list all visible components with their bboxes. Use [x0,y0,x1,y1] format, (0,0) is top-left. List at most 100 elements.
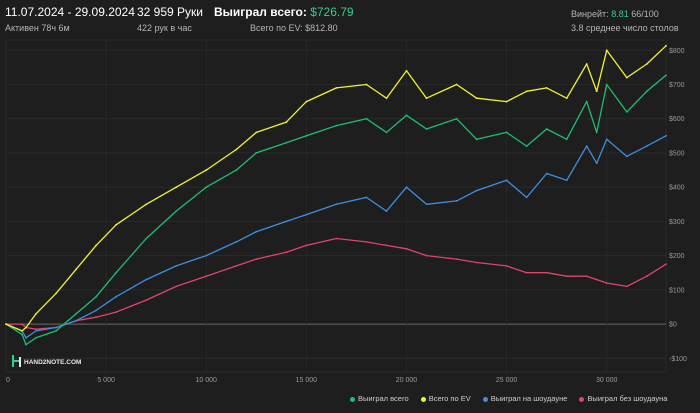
stats-header: 11.07.2024 - 29.09.2024 Активен 78ч 6м 3… [0,0,700,40]
series-point [505,179,508,182]
legend-item[interactable]: Всего по EV [420,394,471,403]
legend-label: Выиграл на шоудауне [490,394,568,403]
series-point [585,275,588,278]
series-point [645,145,648,148]
series-point [115,271,117,274]
series-point [565,275,568,278]
y-tick-label: $700 [669,82,685,89]
series-point [175,265,178,267]
series-line [5,135,667,339]
legend-item[interactable]: Выиграл всего [350,394,409,403]
series-point [625,111,628,113]
legend-item[interactable]: Выиграл без шоудауна [579,394,667,403]
series-point [385,97,388,100]
series-point [525,145,528,148]
series-point [665,263,667,266]
series-point [235,148,238,151]
series-point [145,278,148,281]
series-point [585,63,588,65]
series-point [625,155,628,158]
series-point [25,326,27,329]
y-tick-label: $600 [669,116,685,123]
series-point [455,258,458,260]
series-point [285,121,288,123]
series-point [405,247,408,250]
series-point [665,44,667,47]
series-point [75,268,77,271]
series-point [115,295,117,298]
y-tick-label: $100 [669,287,685,294]
series-point [385,210,388,213]
series-point [455,117,458,120]
series-point [385,244,388,247]
series-line [6,237,667,330]
series-point [405,114,408,117]
hand2note-logo-text: HAND2NOTE.COM [24,359,82,366]
legend-swatch [420,396,426,402]
series-point [35,328,37,331]
chart-legend: Выиграл всего Всего по EV Выиграл на шоуда… [350,394,679,403]
series-point [305,100,308,103]
series-point [475,261,478,264]
series-point [565,138,568,141]
series-point [145,237,148,240]
series-point [585,145,588,148]
series-point [545,172,548,175]
series-point [565,179,568,182]
series-point [175,285,178,288]
y-tick-label: $200 [669,253,685,260]
series-point [115,223,117,226]
x-tick-label: 25 000 [496,377,518,384]
series-point [625,76,628,79]
series-point [665,134,667,137]
hands-per-hour: 422 рук в час [137,23,192,33]
y-tick-label: $400 [669,185,685,192]
hand2note-logo-icon [12,355,21,367]
series-point [595,278,598,281]
series-point [365,241,368,243]
series-point [335,124,338,127]
x-tick-label: 30 000 [596,377,618,384]
series-line [5,74,667,346]
winrate-value: 8.81 [611,9,629,19]
series-point [335,203,338,206]
series-point [21,323,23,325]
x-tick-label: 20 000 [396,377,418,384]
series-point [175,186,178,189]
series-point [525,271,528,274]
series-point [35,336,37,339]
series-point [545,271,548,274]
series-point [175,210,178,213]
series-point [95,295,97,298]
x-tick-label: 15 000 [296,377,318,384]
series-point [115,311,117,313]
series-point [505,265,508,267]
x-tick-label: 0 [6,377,10,384]
series-point [425,128,428,130]
series-point [665,74,667,77]
series-point [255,258,258,260]
series-point [545,87,548,89]
series-point [205,275,208,278]
series-point [595,131,598,134]
series-point [21,330,23,332]
series-point [255,152,258,154]
series-point [55,326,57,329]
y-tick-label: $500 [669,150,685,157]
avg-tables: 3.8 среднее число столов [571,23,679,33]
series-point [305,244,308,247]
series-point [335,237,338,240]
legend-label: Выиграл без шоудауна [587,394,668,403]
series-point [425,203,428,206]
series-point [55,292,57,295]
legend-swatch [579,396,585,402]
series-point [235,241,238,243]
series-point [205,254,208,257]
series-point [605,138,608,141]
won-total-value: $726.79 [310,5,354,19]
y-tick-label: $800 [669,48,685,55]
series-point [425,97,428,100]
series-point [75,312,77,315]
legend-item[interactable]: Выиграл на шоудауне [482,394,568,403]
series-point [565,97,568,100]
